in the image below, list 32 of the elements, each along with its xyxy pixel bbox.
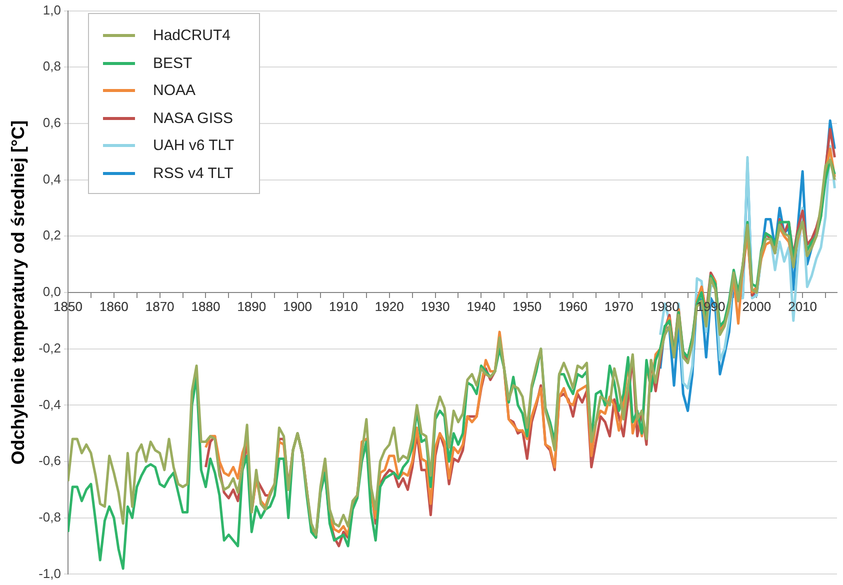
x-tick-label: 1970 — [604, 298, 634, 314]
legend-label: RSS v4 TLT — [153, 164, 234, 182]
x-tick-label: 1920 — [374, 298, 404, 314]
x-tick-label: 1860 — [99, 298, 128, 314]
y-tick-label: -0,2 — [38, 340, 61, 356]
y-tick-label: 0,4 — [42, 171, 61, 186]
x-tick-label: 1890 — [237, 298, 266, 314]
x-tick-label: 1960 — [558, 298, 588, 314]
x-tick-label: 1930 — [420, 298, 450, 314]
legend-label: NOAA — [153, 82, 196, 100]
y-tick-label: -0,6 — [38, 453, 61, 468]
x-tick-label: 1870 — [145, 298, 174, 314]
x-tick-label: 1900 — [283, 298, 312, 314]
x-tick-label: 1940 — [466, 298, 496, 314]
y-tick-label: 0,6 — [42, 115, 61, 130]
legend-label: BEST — [153, 54, 192, 72]
y-tick-label: 0,8 — [42, 58, 61, 74]
x-tick-label: 1950 — [512, 298, 542, 314]
x-tick-label: 2000 — [742, 298, 772, 314]
legend-label: NASA GISS — [153, 110, 234, 127]
y-tick-label: 0,2 — [42, 228, 61, 243]
y-tick-label: -0,4 — [38, 396, 61, 412]
y-tick-label: 1,0 — [42, 2, 61, 18]
x-tick-label: 1880 — [191, 298, 220, 314]
y-tick-label: -1,0 — [38, 566, 61, 581]
x-tick-label: 1910 — [329, 298, 358, 314]
y-tick-label: -0,8 — [38, 509, 61, 524]
legend-label: UAH v6 TLT — [153, 137, 234, 154]
y-axis-title: Odchylenie temperatury od średniej [°C] — [8, 120, 28, 465]
x-tick-label: 1990 — [696, 298, 726, 314]
y-tick-label: 0,0 — [42, 284, 61, 300]
legend-label: HadCRUT4 — [153, 27, 231, 44]
